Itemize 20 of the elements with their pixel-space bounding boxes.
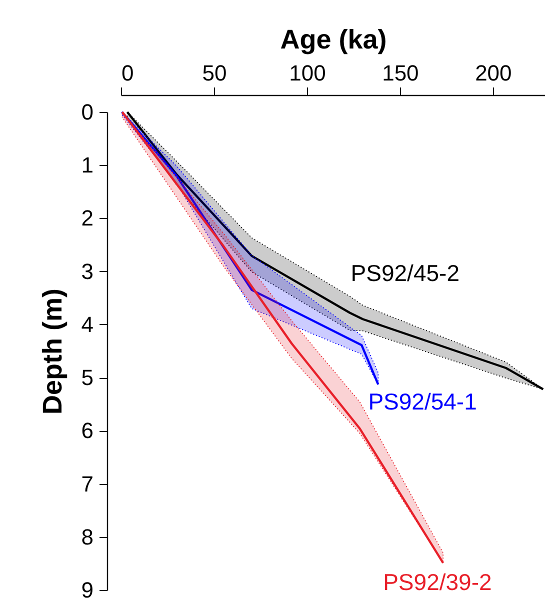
y-tick-label: 8 [81, 524, 94, 550]
y-axis-title: Depth (m) [37, 288, 68, 414]
y-tick-label: 9 [81, 578, 94, 602]
series-label: PS92/45-2 [350, 260, 460, 286]
y-tick-label: 4 [81, 312, 94, 337]
y-tick-label: 0 [81, 100, 94, 124]
x-tick-label: 200 [475, 60, 512, 86]
x-tick-label: 0 [122, 60, 134, 86]
series-label: PS92/54-1 [368, 388, 477, 414]
x-tick-label: 100 [289, 60, 326, 86]
x-tick-label: 50 [202, 60, 227, 86]
x-tick-label: 150 [382, 60, 419, 86]
y-tick-label: 6 [81, 418, 94, 444]
y-tick-label: 1 [81, 152, 94, 178]
y-tick-label: 7 [81, 471, 94, 496]
y-tick-label: 5 [81, 365, 94, 390]
y-tick-label: 3 [81, 258, 94, 284]
x-axis-title: Age (ka) [280, 24, 387, 54]
y-tick-label: 2 [81, 206, 94, 231]
series-label: PS92/39-2 [383, 568, 492, 595]
